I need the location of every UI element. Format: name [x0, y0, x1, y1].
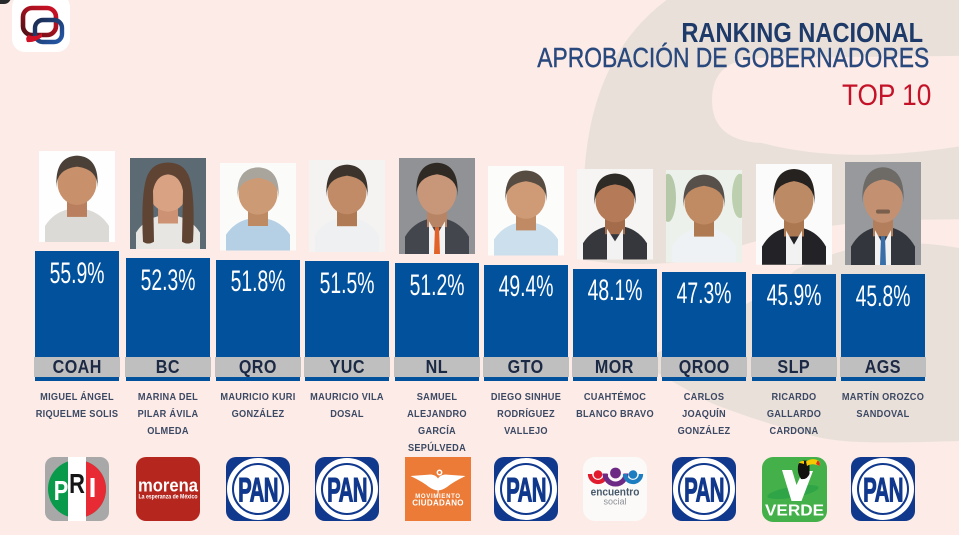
svg-text:social: social	[603, 497, 626, 507]
svg-text:morena: morena	[138, 475, 199, 496]
svg-text:encuentro: encuentro	[590, 486, 639, 498]
svg-text:P: P	[54, 475, 69, 506]
svg-text:VERDE: VERDE	[765, 503, 824, 520]
svg-text:PAN: PAN	[506, 471, 546, 509]
svg-text:CIUDADANO: CIUDADANO	[412, 499, 464, 508]
svg-text:PAN: PAN	[863, 471, 903, 509]
svg-text:PAN: PAN	[328, 471, 368, 509]
svg-text:MOVIMIENTO: MOVIMIENTO	[415, 494, 461, 500]
svg-text:La esperanza de México: La esperanza de México	[138, 494, 197, 501]
svg-text:PAN: PAN	[238, 471, 278, 509]
svg-text:R: R	[70, 468, 86, 499]
svg-text:I: I	[89, 472, 97, 503]
svg-text:PAN: PAN	[685, 471, 725, 509]
